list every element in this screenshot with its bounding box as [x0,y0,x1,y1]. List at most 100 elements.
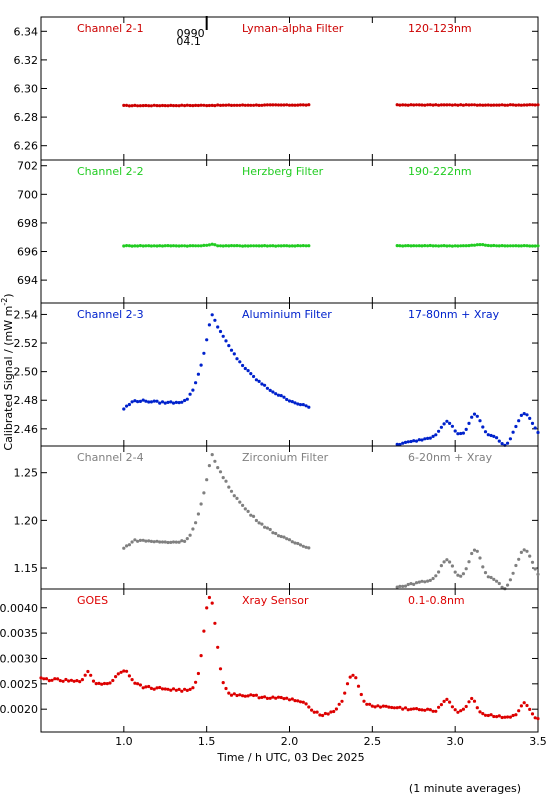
data-point [298,244,303,248]
data-point [224,339,228,343]
data-point [136,104,140,108]
data-point [188,533,192,537]
panel-channel-name: Channel 2-4 [77,451,144,464]
data-point [241,363,245,368]
data-point [177,687,181,692]
panel-filter-name: Lyman-alpha Filter [242,22,344,35]
data-point [207,103,211,108]
data-point [464,427,468,431]
data-point [213,104,217,108]
y-tick-label: 6.32 [14,54,39,67]
data-point [265,103,269,107]
data-point [141,538,145,542]
data-point [467,244,471,248]
data-point [191,104,195,108]
data-point [238,103,242,107]
data-point [356,684,361,688]
data-point [500,244,504,248]
data-point [448,103,452,107]
data-point [370,704,374,708]
data-point [492,434,496,438]
data-point [276,103,281,107]
data-point [205,104,209,108]
data-point [136,400,140,404]
data-point [536,572,540,576]
data-point [249,513,253,517]
data-point [293,541,297,545]
data-point [528,554,532,558]
data-point [169,244,173,248]
data-point [398,103,402,107]
data-point [246,369,250,373]
data-point [337,702,341,706]
data-point [362,699,366,703]
data-point [522,548,526,552]
data-point [221,244,225,248]
data-point [456,103,460,107]
y-tick-label: 2.46 [14,423,39,436]
data-point [390,705,394,710]
y-tick-label: 0.0040 [0,602,38,615]
data-point [274,696,278,700]
data-point [188,687,192,692]
data-point [483,713,488,717]
data-point [439,425,443,429]
data-point [166,687,170,691]
data-point [191,686,195,690]
data-point [486,433,490,437]
data-point [514,563,518,568]
data-point [155,399,159,403]
data-point [257,696,261,700]
data-point [246,694,250,698]
data-point [274,244,278,248]
data-point [207,243,211,247]
data-point [235,357,239,361]
data-point [243,244,247,248]
data-point [158,244,162,248]
data-point [47,679,51,683]
data-point [522,244,526,248]
data-point [296,402,300,406]
data-point [329,710,333,714]
data-point [467,103,471,107]
data-point [149,104,153,108]
data-point [241,244,245,248]
data-point [185,103,189,107]
data-point [334,707,338,711]
data-point [160,103,165,108]
data-point [426,579,430,583]
data-point [296,699,300,703]
data-point [205,606,209,610]
data-point [141,686,145,690]
data-point [238,360,242,364]
data-point [171,540,176,544]
data-point [517,103,521,107]
data-point [216,645,220,649]
data-point [420,579,424,583]
data-point [149,244,153,248]
data-point [489,244,493,248]
data-point [489,433,493,438]
data-point [158,104,162,108]
data-point [263,244,267,248]
data-point [166,104,170,108]
data-point [426,103,430,107]
data-point [307,103,311,107]
data-point [160,400,165,404]
data-point [528,707,532,712]
y-tick-label: 0.0035 [0,627,38,640]
data-point [169,103,173,107]
y-axis-label: Calibrated Signal / (mW m-2) [0,293,15,450]
data-point [423,437,427,441]
data-point [282,103,286,107]
data-point [252,514,256,519]
data-point [290,697,294,701]
data-point [533,567,537,571]
data-point [486,713,490,718]
data-point [263,383,267,387]
data-point [229,244,234,248]
data-point [533,244,537,248]
data-point [188,244,192,248]
data-point [274,392,278,396]
data-point [530,560,535,564]
